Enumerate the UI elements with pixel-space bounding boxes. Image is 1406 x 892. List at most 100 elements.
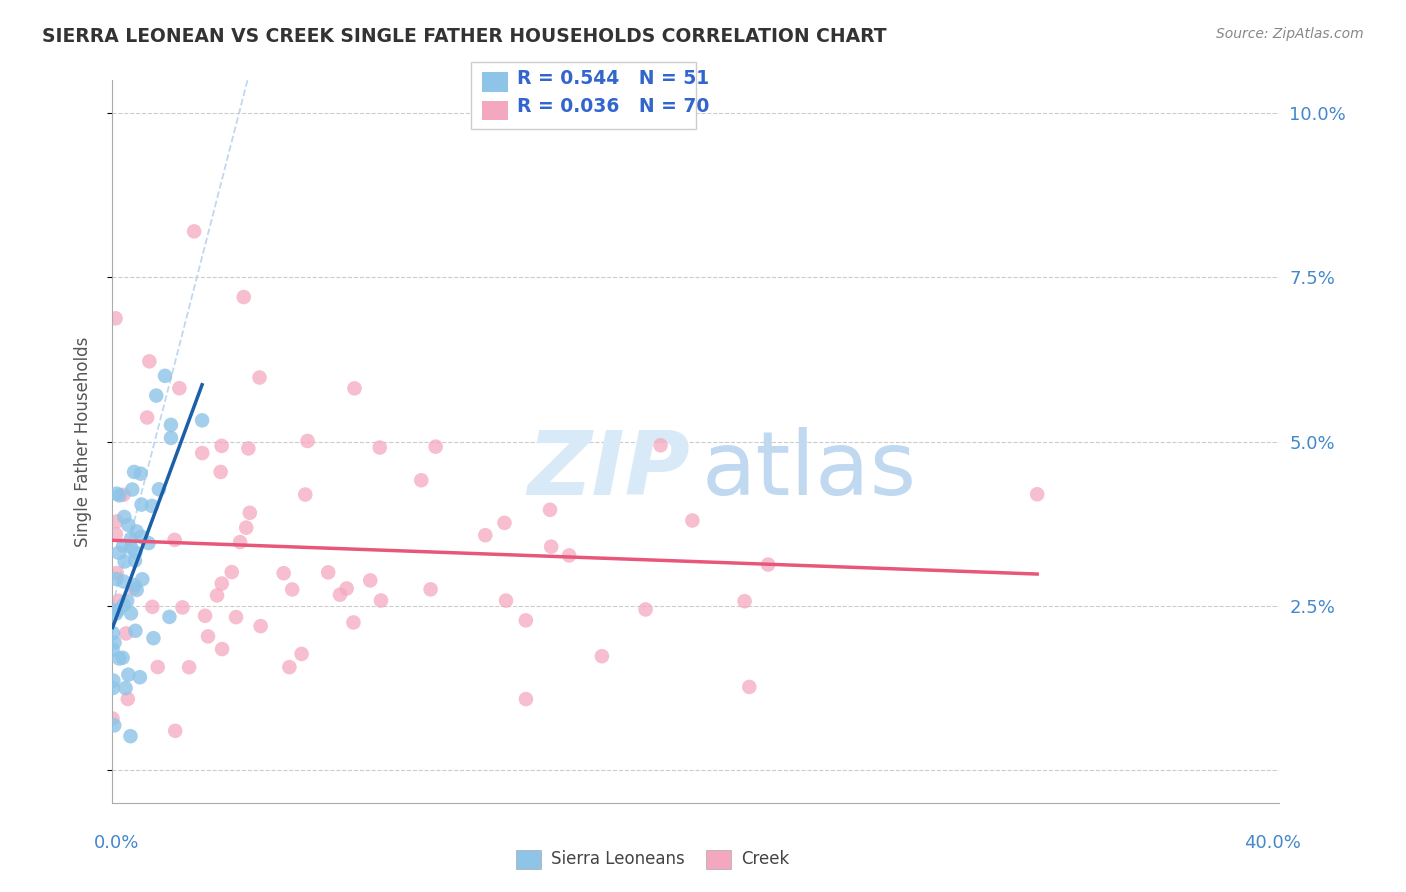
Point [316, 566, 339, 580]
Point [112, 598, 135, 612]
Point [120, 541, 142, 555]
Point [169, 381, 191, 395]
Point [235, 521, 257, 535]
Point [104, 311, 127, 326]
Point [281, 582, 304, 597]
Point [124, 578, 146, 592]
Point [122, 465, 145, 479]
Point [105, 486, 128, 500]
Point [114, 681, 136, 695]
Point [146, 660, 169, 674]
Point [148, 483, 170, 497]
Point [211, 439, 233, 453]
Point [738, 680, 761, 694]
Point [105, 572, 128, 586]
Point [103, 718, 125, 732]
Point [756, 558, 779, 572]
Point [160, 417, 183, 432]
Point [120, 532, 142, 546]
Point [107, 546, 129, 560]
Point [107, 594, 129, 608]
Point [249, 619, 271, 633]
Point [172, 600, 194, 615]
Point [117, 518, 139, 533]
Point [343, 381, 366, 395]
Point [411, 473, 433, 487]
Point [183, 224, 205, 238]
Point [142, 631, 165, 645]
Point [370, 593, 392, 607]
Point [131, 530, 153, 544]
Point [103, 635, 125, 649]
Point [101, 712, 124, 726]
Point [368, 441, 391, 455]
Point [494, 516, 516, 530]
Text: Sierra Leoneans: Sierra Leoneans [551, 850, 685, 868]
Point [115, 626, 138, 640]
Point [101, 626, 124, 640]
Text: ZIP: ZIP [527, 427, 690, 514]
Point [125, 582, 148, 597]
Point [205, 588, 228, 602]
Point [160, 431, 183, 445]
Point [114, 555, 136, 569]
Text: 40.0%: 40.0% [1244, 834, 1301, 852]
Text: atlas: atlas [702, 427, 917, 514]
Point [138, 354, 160, 368]
Point [225, 610, 247, 624]
Point [515, 692, 537, 706]
Point [141, 599, 163, 614]
Point [124, 545, 146, 559]
Point [131, 498, 153, 512]
Point [194, 608, 217, 623]
Point [297, 434, 319, 448]
Point [163, 533, 186, 547]
Point [104, 527, 127, 541]
Point [538, 503, 561, 517]
Point [474, 528, 496, 542]
Point [129, 467, 152, 481]
Point [495, 593, 517, 607]
Point [278, 660, 301, 674]
Text: 0.0%: 0.0% [94, 834, 139, 852]
Point [540, 540, 562, 554]
Point [125, 524, 148, 539]
Point [105, 566, 128, 580]
Point [177, 660, 200, 674]
Point [122, 582, 145, 596]
Point [141, 499, 163, 513]
Point [157, 610, 180, 624]
Point [108, 651, 131, 665]
Point [112, 574, 135, 589]
Point [103, 673, 125, 688]
Text: Creek: Creek [741, 850, 789, 868]
Point [138, 536, 160, 550]
Y-axis label: Single Father Households: Single Father Households [73, 336, 91, 547]
Point [209, 465, 232, 479]
Point [101, 681, 124, 695]
Point [105, 514, 128, 528]
Point [558, 549, 581, 563]
Point [294, 487, 316, 501]
Point [591, 649, 613, 664]
Point [1026, 487, 1049, 501]
Point [232, 290, 254, 304]
Point [136, 410, 159, 425]
Point [112, 488, 135, 502]
Point [238, 442, 260, 456]
Point [342, 615, 364, 630]
Point [650, 438, 672, 452]
Point [191, 446, 214, 460]
Point [249, 370, 271, 384]
Point [117, 667, 139, 681]
Point [425, 440, 447, 454]
Point [634, 602, 657, 616]
Point [108, 488, 131, 502]
Point [112, 510, 135, 524]
Point [117, 692, 139, 706]
Point [329, 588, 352, 602]
Point [291, 647, 314, 661]
Point [121, 483, 143, 497]
Point [515, 613, 537, 627]
Point [359, 574, 381, 588]
